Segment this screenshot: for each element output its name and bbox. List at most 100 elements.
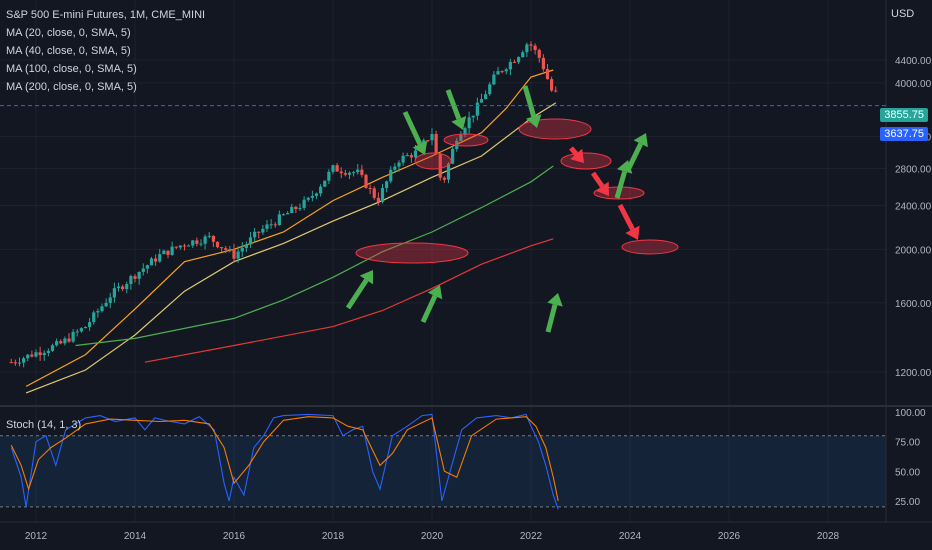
candle-body: [22, 358, 26, 363]
legend-ma20[interactable]: MA (20, close, 0, SMA, 5): [6, 27, 131, 39]
candle-body: [393, 166, 397, 170]
red-arrow: [590, 171, 605, 188]
candle-body: [104, 302, 108, 307]
candle-body: [310, 195, 314, 198]
price-tick-label: 1200.00: [895, 368, 932, 379]
price-tick-label: 4400.00: [895, 56, 932, 67]
candle-body: [248, 237, 253, 245]
candle-body: [108, 297, 112, 303]
candle-body: [261, 228, 265, 233]
candle-body: [479, 99, 484, 103]
candle-body: [389, 169, 393, 182]
candle-body: [442, 177, 446, 180]
candle-body: [372, 188, 376, 198]
candle-body: [137, 271, 141, 279]
candle-body: [46, 350, 50, 353]
candle-body: [290, 206, 294, 214]
candle-body: [331, 165, 335, 172]
candle-body: [145, 265, 149, 269]
candle-body: [323, 180, 327, 187]
candle-body: [298, 207, 302, 210]
candle-body: [257, 231, 261, 233]
candle-body: [141, 268, 145, 272]
candle-body: [459, 134, 463, 141]
candle-body: [446, 163, 451, 180]
candle-body: [401, 155, 405, 163]
candle-body: [13, 362, 17, 364]
candle-body: [380, 188, 385, 202]
green-arrow-head: [526, 114, 542, 128]
candle-body: [294, 206, 298, 210]
green-arrow-head: [412, 140, 428, 155]
ma-line-ma40: [25, 102, 557, 394]
candle-body: [537, 49, 541, 58]
candle-body: [488, 84, 492, 95]
last-price-tag: 3855.75: [880, 108, 928, 122]
legend-ma200[interactable]: MA (200, close, 0, SMA, 5): [6, 81, 137, 93]
ma-line-ma20: [25, 69, 554, 387]
candle-body: [413, 150, 418, 158]
candle-body: [517, 57, 521, 63]
candle-body: [364, 174, 368, 188]
candle-body: [9, 362, 13, 364]
green-arrow: [625, 142, 643, 172]
legend-ma100[interactable]: MA (100, close, 0, SMA, 5): [6, 63, 137, 75]
candle-body: [220, 247, 224, 249]
candle-body: [26, 354, 30, 359]
ma-line-ma100: [75, 165, 554, 347]
candle-body: [178, 245, 182, 248]
candle-body: [170, 246, 174, 255]
candle-body: [360, 169, 364, 175]
candle-body: [187, 245, 191, 247]
candle-body: [112, 288, 116, 298]
candle-body: [116, 286, 121, 289]
price-tick-label: 1600.00: [895, 299, 932, 310]
highlight-ellipse: [621, 239, 679, 255]
candle-body: [385, 181, 389, 189]
candle-body: [508, 61, 512, 70]
candle-body: [492, 74, 496, 85]
candle-body: [533, 45, 537, 50]
candle-body: [96, 311, 100, 313]
candle-body: [125, 284, 129, 290]
candle-body: [17, 362, 22, 364]
candle-body: [224, 248, 228, 250]
highlight-ellipse: [414, 152, 452, 170]
stoch-k-line: [10, 413, 559, 510]
candle-body: [496, 71, 500, 75]
candle-body: [244, 244, 248, 248]
price-tick-label: 2800.00: [895, 165, 932, 176]
candle-body: [550, 79, 554, 91]
candle-body: [409, 155, 413, 158]
candle-body: [174, 246, 178, 248]
candle-body: [438, 154, 442, 178]
x-tick-label: 2020: [421, 531, 444, 542]
candle-body: [199, 243, 203, 245]
candle-body: [471, 115, 475, 118]
candle-body: [277, 214, 281, 225]
candle-body: [195, 240, 199, 244]
candle-body: [545, 69, 550, 80]
legend-title[interactable]: S&P 500 E-mini Futures, 1M, CME_MINI: [6, 9, 206, 21]
green-arrow-head: [633, 133, 648, 148]
candle-body: [281, 214, 286, 216]
stoch-label[interactable]: Stoch (14, 1, 3): [6, 419, 82, 431]
candle-body: [253, 231, 257, 238]
candle-body: [38, 352, 42, 356]
candle-body: [182, 245, 187, 247]
candle-body: [529, 44, 533, 46]
red-arrow: [569, 146, 579, 156]
candle-body: [203, 236, 207, 244]
legend-ma40[interactable]: MA (40, close, 0, SMA, 5): [6, 45, 131, 57]
highlight-ellipse: [443, 133, 489, 147]
candle-body: [426, 140, 430, 142]
green-arrow: [402, 110, 423, 146]
candle-body: [273, 224, 277, 226]
candle-body: [314, 193, 319, 196]
candle-body: [269, 224, 273, 226]
stoch-tick-label: 75.00: [895, 438, 920, 449]
green-arrow: [420, 294, 438, 324]
moving-averages: [25, 69, 557, 394]
candle-body: [42, 352, 46, 356]
candle-body: [59, 341, 63, 344]
